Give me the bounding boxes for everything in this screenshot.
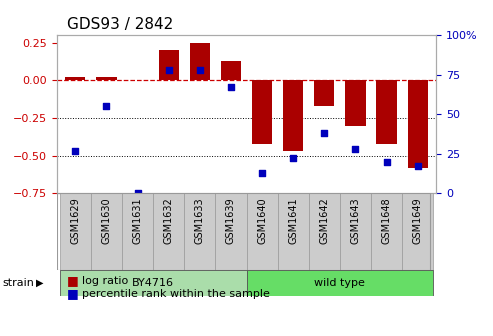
Text: GSM1632: GSM1632 (164, 197, 174, 244)
Text: wild type: wild type (315, 278, 365, 288)
Text: GSM1631: GSM1631 (133, 197, 142, 244)
Point (165, 67, 173, 73)
Bar (190, 43, 210, 80)
Bar (345, 80, 365, 126)
Point (227, 85, 235, 90)
Bar (159, 50, 179, 80)
Bar (246, 270, 433, 296)
Bar (252, 80, 272, 143)
Text: GSM1633: GSM1633 (195, 197, 205, 244)
Bar (371, 193, 402, 270)
Text: GSM1643: GSM1643 (351, 197, 360, 244)
Bar (402, 193, 433, 270)
Text: log ratio: log ratio (82, 276, 129, 286)
Bar (283, 80, 303, 151)
Point (383, 159, 390, 164)
Bar (60, 193, 91, 270)
Bar (278, 193, 309, 270)
Text: BY4716: BY4716 (132, 278, 174, 288)
Point (71, 148, 79, 153)
Text: GDS93 / 2842: GDS93 / 2842 (67, 17, 173, 32)
Bar (184, 193, 215, 270)
Text: GSM1649: GSM1649 (413, 197, 423, 244)
Bar (377, 80, 397, 143)
Text: GSM1640: GSM1640 (257, 197, 267, 244)
Text: ■: ■ (67, 288, 78, 300)
Text: GSM1648: GSM1648 (382, 197, 391, 244)
Bar (215, 193, 246, 270)
Point (134, 191, 141, 196)
Text: GSM1639: GSM1639 (226, 197, 236, 244)
Text: GSM1642: GSM1642 (319, 197, 329, 244)
Point (196, 67, 204, 73)
Bar (246, 193, 278, 270)
Text: GSM1630: GSM1630 (102, 197, 111, 244)
Bar (60, 270, 246, 296)
Text: GSM1641: GSM1641 (288, 197, 298, 244)
Bar (96, 77, 116, 80)
Text: ▶: ▶ (35, 278, 43, 288)
Bar (91, 193, 122, 270)
Bar (408, 80, 428, 168)
Bar (65, 77, 85, 80)
Text: strain: strain (2, 278, 35, 288)
Point (414, 164, 422, 169)
Text: GSM1629: GSM1629 (70, 197, 80, 244)
Point (289, 156, 297, 161)
Point (320, 130, 328, 136)
Point (352, 146, 359, 152)
Text: percentile rank within the sample: percentile rank within the sample (82, 289, 270, 299)
Bar (309, 193, 340, 270)
Text: ■: ■ (67, 274, 78, 287)
Bar (221, 61, 241, 80)
Point (258, 170, 266, 175)
Bar (340, 193, 371, 270)
Bar (153, 193, 184, 270)
Bar (314, 80, 334, 106)
Point (103, 103, 110, 109)
Bar (122, 193, 153, 270)
